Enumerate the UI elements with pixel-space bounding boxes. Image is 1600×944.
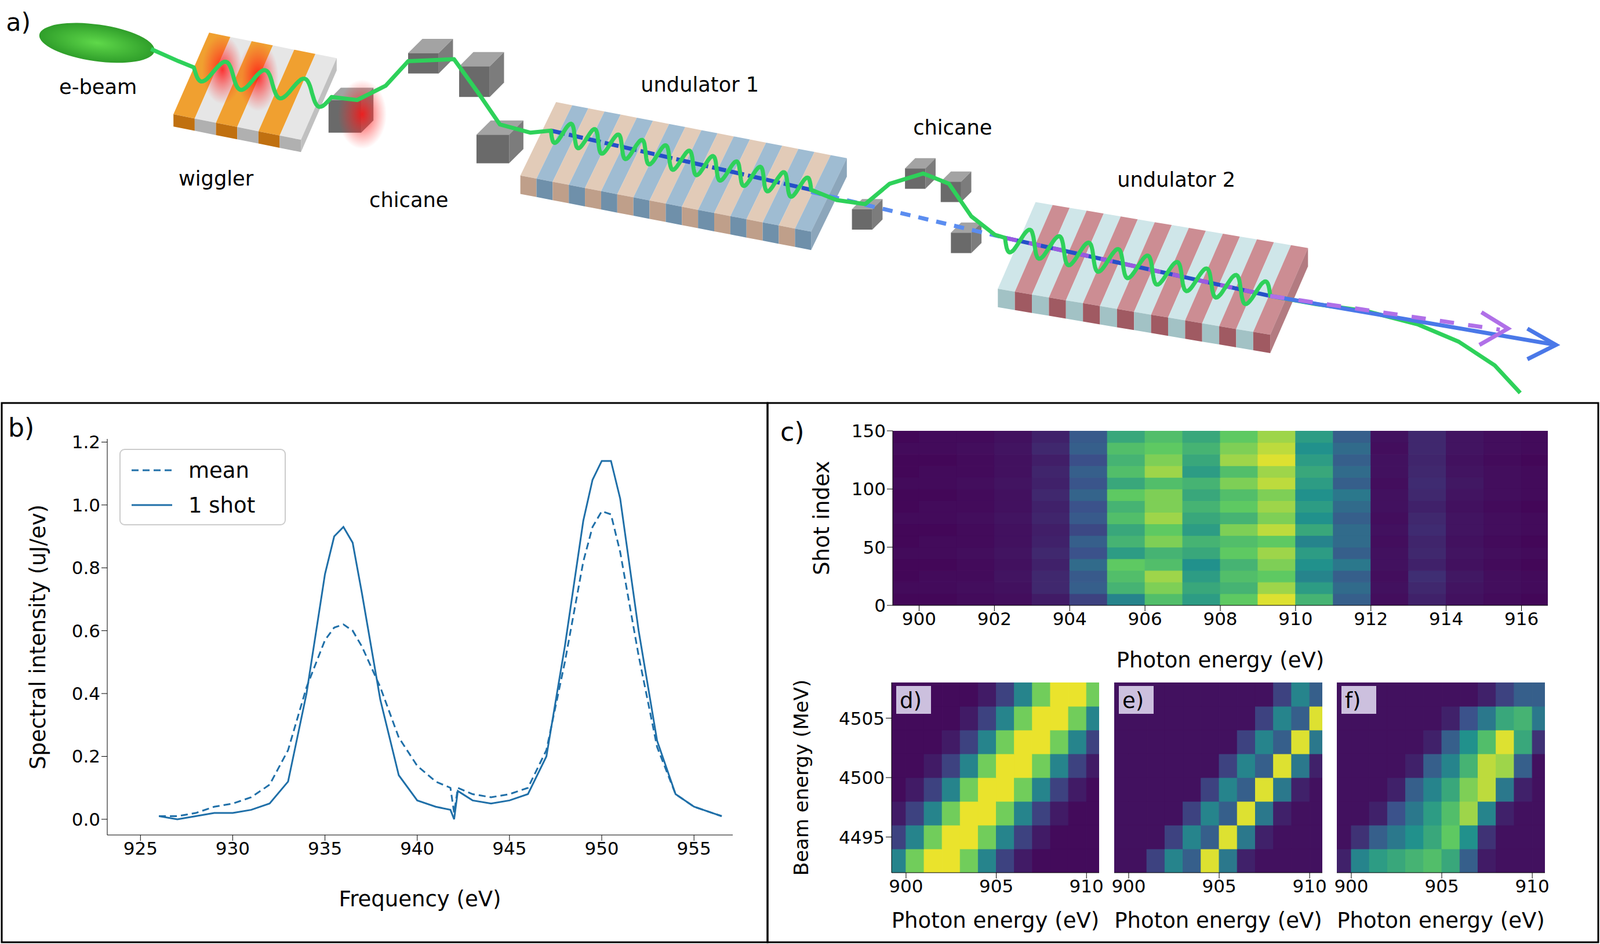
svg-text:902: 902 <box>977 608 1012 629</box>
svg-text:0: 0 <box>874 594 886 616</box>
svg-text:914: 914 <box>1428 608 1464 629</box>
svg-text:0.8: 0.8 <box>71 557 101 578</box>
svg-text:1.2: 1.2 <box>71 431 101 453</box>
svg-text:0.2: 0.2 <box>71 745 101 767</box>
svg-text:Photon energy (eV): Photon energy (eV) <box>1114 907 1322 933</box>
svg-text:wiggler: wiggler <box>178 166 254 191</box>
svg-text:Shot index: Shot index <box>809 460 835 576</box>
svg-text:Spectral intensity (uJ/ev): Spectral intensity (uJ/ev) <box>25 504 51 770</box>
svg-text:1.0: 1.0 <box>71 494 101 516</box>
svg-text:910: 910 <box>1292 875 1327 897</box>
svg-text:chicane: chicane <box>369 187 449 212</box>
svg-text:916: 916 <box>1504 608 1539 629</box>
svg-text:0.0: 0.0 <box>71 808 101 830</box>
svg-text:undulator 1: undulator 1 <box>640 72 759 97</box>
svg-text:4505: 4505 <box>838 707 885 729</box>
svg-text:e-beam: e-beam <box>59 74 137 99</box>
svg-text:930: 930 <box>215 837 250 859</box>
svg-text:910: 910 <box>1515 875 1550 897</box>
svg-text:0.6: 0.6 <box>71 620 101 642</box>
svg-text:904: 904 <box>1052 608 1087 629</box>
svg-text:905: 905 <box>979 875 1014 897</box>
svg-text:150: 150 <box>851 420 886 442</box>
svg-text:undulator 2: undulator 2 <box>1117 167 1236 192</box>
svg-text:0.4: 0.4 <box>71 682 101 704</box>
svg-text:50: 50 <box>863 536 886 558</box>
svg-text:d): d) <box>899 688 922 714</box>
svg-text:900: 900 <box>1111 875 1146 897</box>
svg-text:910: 910 <box>1278 608 1313 629</box>
svg-text:900: 900 <box>1333 875 1369 897</box>
svg-text:chicane: chicane <box>913 115 992 140</box>
svg-text:e): e) <box>1122 688 1144 714</box>
svg-text:925: 925 <box>123 837 158 859</box>
svg-text:c): c) <box>780 416 805 447</box>
svg-text:955: 955 <box>677 837 712 859</box>
svg-text:945: 945 <box>492 837 527 859</box>
svg-text:940: 940 <box>400 837 435 859</box>
svg-text:a): a) <box>6 8 31 37</box>
svg-text:912: 912 <box>1353 608 1388 629</box>
svg-text:906: 906 <box>1128 608 1163 629</box>
svg-text:Frequency (eV): Frequency (eV) <box>339 886 502 912</box>
svg-text:908: 908 <box>1202 608 1238 629</box>
svg-text:910: 910 <box>1069 875 1104 897</box>
svg-text:b): b) <box>8 412 35 443</box>
svg-text:Beam energy (MeV): Beam energy (MeV) <box>789 679 813 876</box>
svg-text:Photon energy (eV): Photon energy (eV) <box>1116 647 1325 673</box>
svg-text:4500: 4500 <box>838 766 885 788</box>
svg-text:Photon energy (eV): Photon energy (eV) <box>891 907 1100 933</box>
svg-text:Photon energy (eV): Photon energy (eV) <box>1336 907 1545 933</box>
svg-text:900: 900 <box>902 608 937 629</box>
svg-text:900: 900 <box>888 875 923 897</box>
svg-text:950: 950 <box>584 837 619 859</box>
svg-text:100: 100 <box>851 478 886 500</box>
svg-text:905: 905 <box>1201 875 1236 897</box>
svg-text:4495: 4495 <box>838 826 885 848</box>
svg-text:f): f) <box>1344 688 1361 714</box>
svg-text:905: 905 <box>1424 875 1459 897</box>
svg-text:1 shot: 1 shot <box>188 492 256 518</box>
svg-text:mean: mean <box>188 457 250 483</box>
svg-text:935: 935 <box>307 837 343 859</box>
